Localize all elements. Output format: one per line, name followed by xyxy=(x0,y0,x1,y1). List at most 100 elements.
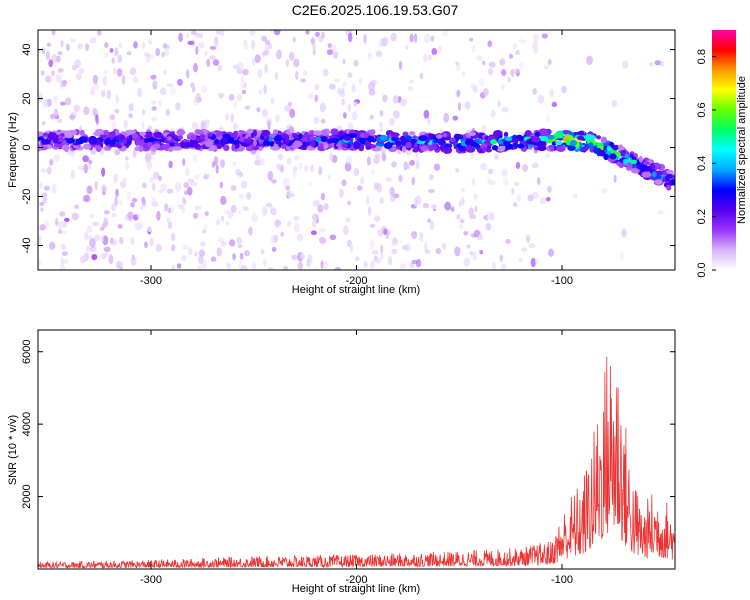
noise-speckle xyxy=(217,236,225,243)
ridge-blob xyxy=(471,142,478,148)
noise-speckle xyxy=(55,73,62,83)
noise-speckle xyxy=(391,161,397,168)
ridge-blob xyxy=(88,137,98,145)
noise-speckle xyxy=(403,161,408,171)
noise-speckle xyxy=(56,56,61,62)
noise-speckle xyxy=(200,241,206,247)
noise-speckle xyxy=(126,191,132,201)
noise-speckle xyxy=(319,236,327,244)
noise-speckle xyxy=(51,30,56,36)
ridge-blob xyxy=(189,139,199,145)
ridge-blob xyxy=(612,145,619,151)
noise-speckle xyxy=(106,89,112,100)
noise-speckle xyxy=(204,211,209,217)
noise-speckle xyxy=(60,101,67,106)
noise-speckle xyxy=(128,113,133,118)
noise-speckle xyxy=(329,83,336,90)
ridge-blob xyxy=(286,145,291,151)
ridge-blob xyxy=(415,136,420,141)
ridge-blob xyxy=(655,170,662,176)
noise-speckle xyxy=(415,159,420,170)
noise-speckle xyxy=(390,32,397,42)
noise-speckle xyxy=(165,108,171,117)
ridge-blob xyxy=(402,131,409,137)
noise-speckle xyxy=(251,57,256,66)
x-tick-label: -200 xyxy=(345,275,367,287)
ridge-blob xyxy=(391,136,397,142)
noise-speckle xyxy=(198,41,205,49)
noise-speckle xyxy=(392,110,400,119)
noise-speckle xyxy=(463,231,469,236)
noise-speckle xyxy=(464,101,471,110)
noise-speckle xyxy=(149,176,155,183)
ridge-blob xyxy=(204,135,209,143)
noise-speckle xyxy=(320,260,324,269)
noise-speckle xyxy=(139,205,144,210)
noise-speckle xyxy=(441,242,447,250)
noise-speckle xyxy=(379,121,383,129)
noise-speckle xyxy=(187,40,194,46)
ridge-blob xyxy=(609,141,614,147)
noise-speckle xyxy=(363,260,369,268)
noise-speckle xyxy=(469,37,474,42)
noise-speckle xyxy=(58,67,63,74)
noise-speckle xyxy=(431,204,437,210)
noise-speckle xyxy=(218,92,225,99)
noise-speckle xyxy=(244,105,251,110)
noise-speckle xyxy=(477,234,485,241)
noise-speckle xyxy=(232,64,240,70)
noise-speckle xyxy=(104,42,109,49)
ridge-blob xyxy=(147,141,153,147)
noise-speckle xyxy=(245,249,249,256)
noise-speckle xyxy=(541,33,548,39)
noise-speckle xyxy=(101,184,107,193)
ridge-blob xyxy=(549,145,555,152)
noise-speckle xyxy=(74,59,82,69)
noise-speckle xyxy=(315,31,320,38)
spectrogram-marks xyxy=(38,30,675,270)
ridge-blob xyxy=(183,142,191,147)
ridge-blob xyxy=(284,138,290,144)
y-tick-label: 6000 xyxy=(21,339,33,363)
noise-speckle xyxy=(201,85,208,94)
ridge-blob xyxy=(497,140,504,145)
noise-speckle xyxy=(499,58,506,66)
noise-speckle xyxy=(261,206,268,217)
noise-speckle xyxy=(527,194,534,202)
noise-speckle xyxy=(100,235,104,243)
noise-speckle xyxy=(149,237,154,247)
noise-speckle xyxy=(481,124,487,133)
noise-speckle xyxy=(521,247,528,252)
ridge-blob xyxy=(231,144,236,152)
noise-speckle xyxy=(45,50,50,61)
noise-speckle xyxy=(54,217,59,227)
noise-speckle xyxy=(143,51,149,56)
ridge-blob xyxy=(205,140,213,148)
noise-speckle xyxy=(171,244,176,252)
noise-speckle xyxy=(278,153,283,161)
noise-speckle xyxy=(251,261,256,270)
noise-speckle xyxy=(230,184,237,191)
noise-speckle xyxy=(522,164,528,172)
noise-speckle xyxy=(193,62,198,73)
noise-speckle xyxy=(487,178,492,185)
noise-speckle xyxy=(342,58,346,65)
noise-speckle xyxy=(284,105,292,112)
ridge-blob xyxy=(208,132,214,137)
noise-speckle xyxy=(119,261,124,267)
noise-speckle xyxy=(357,185,363,191)
noise-speckle xyxy=(347,72,353,78)
noise-speckle xyxy=(293,58,300,68)
y-tick-label: 4000 xyxy=(21,412,33,436)
ridge-blob xyxy=(569,139,578,146)
ridge-blob xyxy=(630,167,640,174)
ridge-blob xyxy=(537,145,547,152)
noise-speckle xyxy=(539,197,547,205)
noise-speckle xyxy=(155,244,162,252)
noise-speckle xyxy=(391,238,399,246)
noise-speckle xyxy=(512,202,518,207)
noise-speckle xyxy=(379,110,384,117)
ridge-blob xyxy=(588,142,594,149)
noise-speckle xyxy=(473,193,479,201)
noise-speckle xyxy=(392,95,399,104)
